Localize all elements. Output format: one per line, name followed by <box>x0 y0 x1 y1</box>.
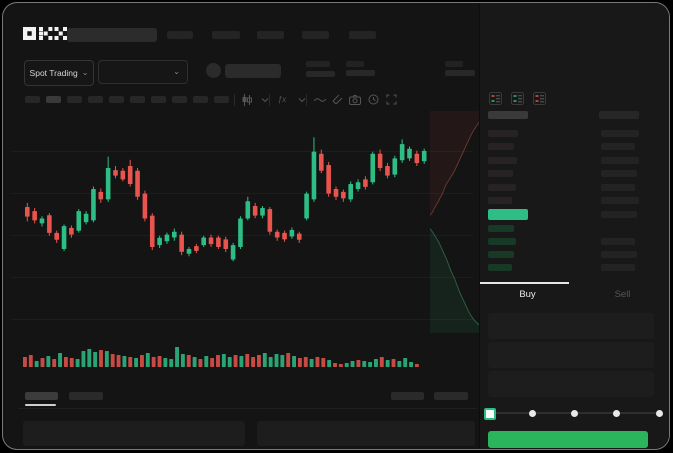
active-trade-tab-indicator <box>480 282 569 284</box>
bottom-action-placeholder[interactable] <box>434 392 468 400</box>
last-price-amount-placeholder <box>601 211 637 218</box>
coin-avatar <box>206 63 221 78</box>
active-tab-underline <box>25 404 56 406</box>
ask-price-placeholder[interactable] <box>488 130 518 137</box>
bid-price-placeholder[interactable] <box>488 264 512 271</box>
ob-header-price <box>488 111 528 119</box>
tab-sell-label: Sell <box>614 288 631 300</box>
gridline <box>11 193 473 194</box>
okx-logo[interactable] <box>23 27 67 40</box>
price-top-bar <box>306 61 330 67</box>
nav-item-placeholder[interactable] <box>167 31 193 39</box>
ask-amount-placeholder <box>601 197 639 204</box>
timeframe-button[interactable] <box>214 96 229 103</box>
timeframe-button[interactable] <box>46 96 61 103</box>
ask-amount-placeholder <box>601 130 639 137</box>
bottom-content-box <box>23 421 245 446</box>
ask-amount-placeholder <box>601 183 635 191</box>
bottom-action-placeholder[interactable] <box>391 392 424 400</box>
toolbar-divider <box>269 94 270 106</box>
stat-label-placeholder <box>346 61 364 67</box>
buy-submit-button[interactable] <box>488 431 648 448</box>
ask-amount-placeholder <box>601 156 639 164</box>
bid-amount-placeholder <box>601 251 637 258</box>
book-combined-icon[interactable] <box>489 92 502 105</box>
timeframe-button[interactable] <box>67 96 82 103</box>
chevron-down-icon: ⌄ <box>173 67 180 76</box>
ask-price-placeholder[interactable] <box>488 143 514 151</box>
timeframe-button[interactable] <box>193 96 208 103</box>
tab-sell[interactable]: Sell <box>575 284 669 304</box>
stat-label-placeholder <box>445 61 463 67</box>
line-style-icon[interactable] <box>313 93 327 106</box>
timeframe-button[interactable] <box>151 96 166 103</box>
bid-price-placeholder[interactable] <box>488 251 514 258</box>
volume-chart[interactable] <box>23 339 423 369</box>
gridline <box>11 277 473 278</box>
slider-stop[interactable] <box>613 410 621 417</box>
bottom-divider <box>18 408 477 409</box>
bottom-tab-placeholder[interactable] <box>25 392 58 400</box>
bottom-tab-placeholder[interactable] <box>69 392 103 400</box>
nav-item-placeholder[interactable] <box>257 31 284 39</box>
chevron-down-icon[interactable] <box>258 93 272 106</box>
gridline <box>11 151 473 152</box>
candlestick-icon[interactable] <box>240 93 254 106</box>
slider-stop[interactable] <box>528 410 536 417</box>
ask-amount-placeholder <box>601 170 637 178</box>
ask-price-placeholder[interactable] <box>488 170 513 178</box>
toolbar-divider <box>306 94 307 106</box>
camera-icon[interactable] <box>348 93 362 106</box>
price-bottom-bar <box>306 71 335 77</box>
gridline <box>11 319 473 320</box>
slider-stop[interactable] <box>655 410 663 417</box>
timeframe-button[interactable] <box>172 96 187 103</box>
ask-amount-placeholder <box>601 143 635 151</box>
fullscreen-icon[interactable] <box>384 93 398 106</box>
order-input-placeholder[interactable] <box>488 371 654 397</box>
slider-handle[interactable] <box>484 408 496 420</box>
bid-price-placeholder[interactable] <box>488 238 516 245</box>
ask-price-placeholder[interactable] <box>488 183 516 191</box>
timeframe-button[interactable] <box>109 96 124 103</box>
last-price-badge[interactable] <box>488 209 528 220</box>
slider-stop[interactable] <box>571 410 578 417</box>
tab-buy[interactable]: Buy <box>480 284 575 304</box>
bid-amount-placeholder <box>601 238 635 245</box>
timeframe-button[interactable] <box>130 96 145 103</box>
order-input-placeholder[interactable] <box>488 342 654 368</box>
bid-amount-placeholder <box>601 264 635 271</box>
bid-price-placeholder[interactable] <box>488 225 514 232</box>
pair-name-placeholder <box>225 64 281 78</box>
history-clock-icon[interactable] <box>366 93 380 106</box>
stat-value-placeholder <box>346 70 375 76</box>
ob-header-amount <box>599 111 639 119</box>
order-input-placeholder[interactable] <box>488 313 654 339</box>
indicator-fx-icon[interactable]: ƒx <box>277 95 287 104</box>
chevron-down-icon[interactable] <box>295 93 309 106</box>
nav-item-placeholder[interactable] <box>349 31 376 39</box>
trade-sidebar: Buy Sell <box>479 3 669 449</box>
global-search-input[interactable] <box>67 28 157 42</box>
measure-icon[interactable] <box>330 93 344 106</box>
tab-buy-label: Buy <box>519 288 536 300</box>
book-asks-icon[interactable] <box>533 92 546 105</box>
book-bids-icon[interactable] <box>511 92 524 105</box>
toolbar-divider <box>234 94 235 106</box>
pair-select-dropdown[interactable]: ⌄ <box>98 60 188 84</box>
ask-price-placeholder[interactable] <box>488 156 517 164</box>
stat-value-placeholder <box>445 70 475 76</box>
nav-item-placeholder[interactable] <box>302 31 329 39</box>
candlestick-chart[interactable] <box>23 115 429 340</box>
bottom-content-box <box>257 421 475 446</box>
market-type-label: Spot Trading <box>29 68 78 78</box>
timeframe-button[interactable] <box>88 96 103 103</box>
market-type-dropdown[interactable]: Spot Trading ⌄ <box>24 60 94 86</box>
ask-price-placeholder[interactable] <box>488 197 512 204</box>
timeframe-button[interactable] <box>25 96 40 103</box>
chevron-down-icon: ⌄ <box>81 68 89 77</box>
depth-chart[interactable] <box>430 111 481 333</box>
nav-item-placeholder[interactable] <box>212 31 240 39</box>
